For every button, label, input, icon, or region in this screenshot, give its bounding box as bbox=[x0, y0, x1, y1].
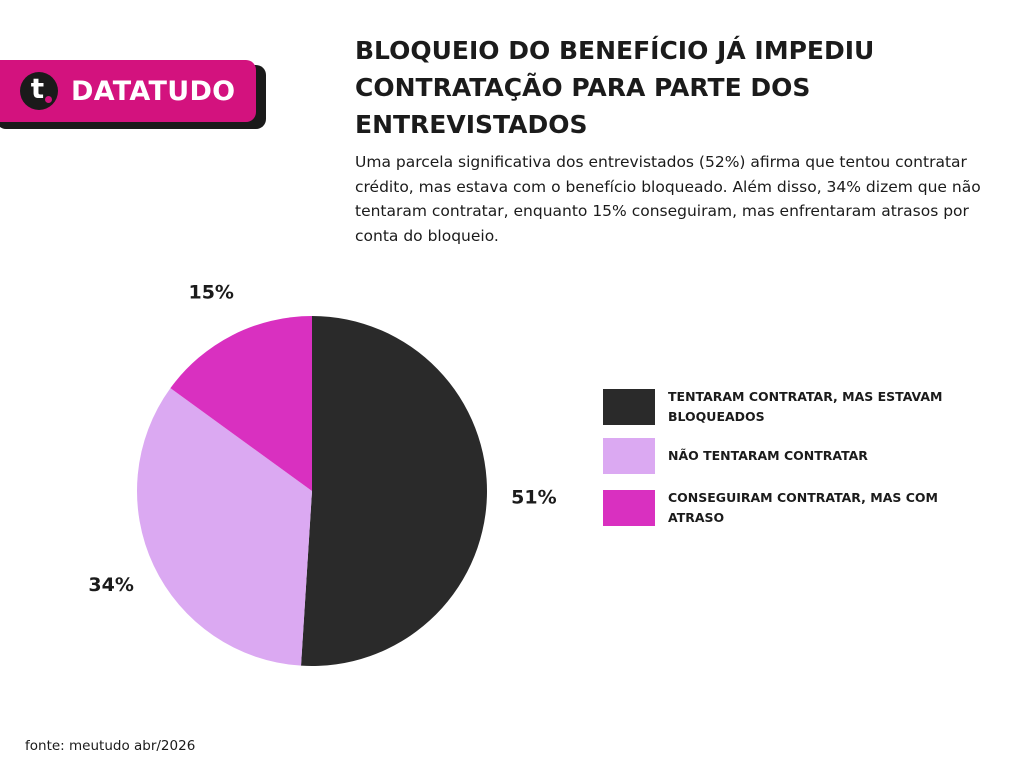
page-subtitle: Uma parcela significativa dos entrevista… bbox=[355, 153, 981, 245]
pie-slice bbox=[170, 316, 312, 491]
brand-mark-icon: t bbox=[20, 72, 58, 110]
pie-slices bbox=[137, 316, 488, 666]
pie-slice-label: 34% bbox=[88, 574, 133, 596]
pie-slice-label: 51% bbox=[511, 486, 556, 508]
legend-label: CONSEGUIRAM CONTRATAR, MAS COM ATRASO bbox=[668, 490, 938, 525]
brand-name: DATATUDO bbox=[71, 75, 236, 107]
pie-slice bbox=[137, 388, 312, 666]
legend-item: TENTARAM CONTRATAR, MAS ESTAVAM BLOQUEAD… bbox=[603, 387, 958, 427]
legend-swatch bbox=[603, 490, 655, 526]
source-note: fonte: meutudo abr/2026 bbox=[25, 738, 196, 754]
pie-slice bbox=[301, 316, 488, 666]
brand-mark-letter: t bbox=[30, 72, 45, 105]
legend-item: CONSEGUIRAM CONTRATAR, MAS COM ATRASO bbox=[603, 488, 958, 528]
pie-labels: 51% 34% 15% bbox=[88, 282, 556, 596]
brand-badge: t DATATUDO bbox=[0, 60, 256, 122]
brand-mark-dot bbox=[45, 96, 52, 103]
legend-swatch bbox=[603, 389, 655, 425]
brand-logo: t DATATUDO bbox=[0, 60, 266, 129]
legend-label: NÃO TENTARAM CONTRATAR bbox=[668, 448, 868, 463]
pie-slice-label: 15% bbox=[188, 282, 233, 304]
legend-label: TENTARAM CONTRATAR, MAS ESTAVAM BLOQUEAD… bbox=[668, 389, 943, 424]
legend-item: NÃO TENTARAM CONTRATAR bbox=[603, 438, 958, 474]
legend-swatch bbox=[603, 438, 655, 474]
page-title: BLOQUEIO DO BENEFÍCIO JÁ IMPEDIU CONTRAT… bbox=[355, 36, 875, 139]
